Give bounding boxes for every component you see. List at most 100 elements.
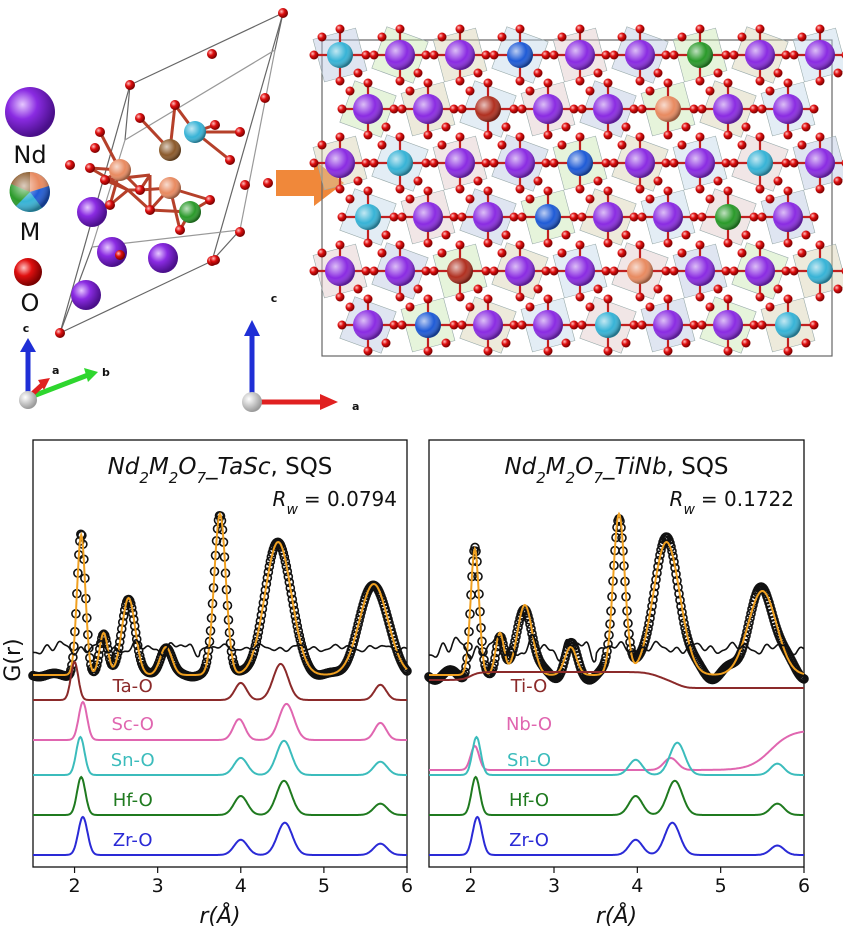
o-atom	[395, 76, 405, 86]
o-atom	[543, 186, 553, 196]
o-atom	[455, 184, 465, 194]
o-atom	[681, 338, 691, 348]
o-atom	[205, 195, 215, 205]
x-tick-label: 6	[401, 875, 413, 897]
o-atom	[681, 122, 691, 132]
o-atom	[833, 176, 843, 186]
o-atom	[663, 238, 673, 248]
o-atom	[457, 320, 467, 330]
o-atom	[381, 122, 391, 132]
o-atom	[755, 184, 765, 194]
o-atom	[561, 338, 571, 348]
o-atom	[441, 338, 451, 348]
axis-label-c-left: c	[23, 322, 30, 335]
o-atom	[809, 320, 819, 330]
o-atom	[533, 68, 543, 78]
o-atom	[465, 86, 475, 96]
o-atom	[543, 78, 553, 88]
o-atom	[637, 212, 647, 222]
o-atom	[833, 68, 843, 78]
o-atom	[441, 122, 451, 132]
o-atom	[397, 212, 407, 222]
o-atom	[773, 176, 783, 186]
o-atom	[135, 113, 145, 123]
partial-pdf-zr-o	[33, 815, 407, 856]
o-atom	[497, 32, 507, 42]
o-atom	[577, 104, 587, 114]
o-atom	[603, 78, 613, 88]
o-atom	[309, 50, 319, 60]
o-atom	[689, 320, 699, 330]
partial-pdf-sn-o	[33, 735, 407, 776]
o-atom	[635, 184, 645, 194]
o-atom	[369, 158, 379, 168]
o-atom	[593, 284, 603, 294]
nd-atom	[77, 197, 107, 227]
o-atom	[381, 230, 391, 240]
o-atom	[757, 212, 767, 222]
o-atom	[549, 50, 559, 60]
o-atom	[801, 338, 811, 348]
o-atom	[225, 155, 235, 165]
o-atom	[663, 346, 673, 356]
o-atom	[833, 284, 843, 294]
o-atom	[317, 32, 327, 42]
unit-cell-atoms	[55, 8, 288, 338]
o-atom	[543, 238, 553, 248]
o-atom	[437, 32, 447, 42]
o-atom	[335, 76, 345, 86]
axis-label-a-left: a	[52, 364, 59, 377]
y-axis-label: G(r)	[1, 638, 26, 681]
o-atom	[525, 86, 535, 96]
o-atom	[561, 230, 571, 240]
o-atom	[689, 104, 699, 114]
o-atom	[317, 248, 327, 258]
o-atom	[423, 294, 433, 304]
o-atom	[575, 184, 585, 194]
o-atom	[449, 320, 459, 330]
o-atom	[135, 185, 145, 195]
o-atom	[483, 186, 493, 196]
o-atom	[621, 122, 631, 132]
o-atom	[515, 292, 525, 302]
legend-nd: Nd	[5, 87, 55, 169]
o-atom	[335, 292, 345, 302]
o-atom	[515, 240, 525, 250]
o-atom	[457, 104, 467, 114]
o-atom	[801, 230, 811, 240]
x-tick-label: 5	[715, 875, 727, 897]
o-atom	[737, 140, 747, 150]
supercell	[309, 24, 843, 357]
o-atom	[557, 248, 567, 258]
o-atom	[489, 50, 499, 60]
o-atom	[677, 32, 687, 42]
o-atom	[757, 104, 767, 114]
o-atom	[577, 212, 587, 222]
o-atom	[395, 184, 405, 194]
o-atom	[569, 320, 579, 330]
o-atom	[741, 122, 751, 132]
legend-nd-label: Nd	[13, 141, 46, 169]
o-atom	[697, 212, 707, 222]
o-atom	[481, 158, 491, 168]
rw-annotation: Rw = 0.1722	[670, 487, 794, 518]
plot-frame	[32, 439, 408, 868]
o-atom	[405, 86, 415, 96]
o-atom	[235, 227, 245, 237]
o-atom	[809, 212, 819, 222]
o-atom	[489, 158, 499, 168]
series-label: Hf-O	[509, 790, 549, 811]
o-atom	[705, 86, 715, 96]
o-atom	[429, 50, 439, 60]
o-atom	[575, 132, 585, 142]
o-atom	[543, 130, 553, 140]
o-atom	[533, 284, 543, 294]
o-atom	[755, 76, 765, 86]
o-atom	[575, 76, 585, 86]
o-atom	[455, 292, 465, 302]
o-atom	[455, 240, 465, 250]
o-atom	[515, 76, 525, 86]
o-atom	[781, 50, 791, 60]
